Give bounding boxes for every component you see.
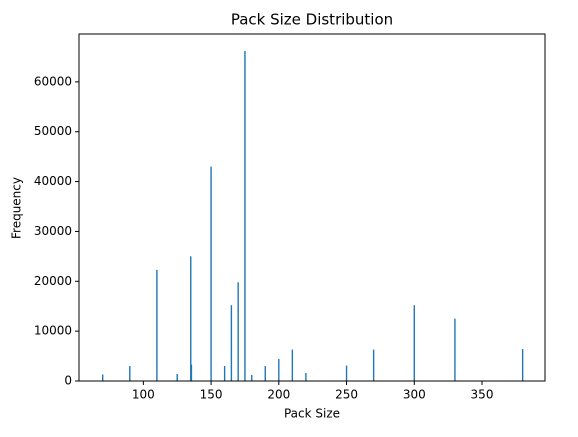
bar: [129, 366, 131, 381]
bar: [210, 166, 212, 381]
bar: [223, 366, 226, 381]
y-tick-label: 40000: [34, 174, 72, 188]
x-tick-label: 100: [132, 388, 155, 402]
x-tick-label: 150: [200, 388, 223, 402]
bar: [454, 318, 456, 381]
bar: [190, 364, 193, 381]
bar: [264, 366, 266, 381]
bar: [230, 305, 233, 381]
x-tick-label: 350: [471, 388, 494, 402]
x-tick-label: 250: [335, 388, 358, 402]
y-tick-label: 0: [64, 374, 72, 388]
bar: [102, 374, 104, 381]
x-tick-label: 300: [403, 388, 426, 402]
bar: [521, 349, 524, 381]
bar: [413, 305, 415, 381]
bar: [237, 282, 239, 381]
x-axis-label: Pack Size: [284, 407, 340, 421]
y-tick-label: 20000: [34, 274, 72, 288]
bar: [244, 50, 246, 382]
bar: [372, 349, 375, 381]
y-tick-label: 30000: [34, 224, 72, 238]
bar: [291, 349, 294, 381]
plot-frame: [78, 33, 546, 382]
bar: [190, 256, 192, 381]
bar: [305, 373, 307, 381]
bar: [176, 374, 178, 381]
bar: [345, 365, 348, 381]
bar: [156, 269, 158, 381]
x-tick-label: 200: [267, 388, 290, 402]
y-axis-label: Frequency: [10, 177, 24, 239]
y-tick-label: 50000: [34, 124, 72, 138]
y-tick-label: 10000: [34, 324, 72, 338]
y-tick-label: 60000: [34, 74, 72, 88]
chart-title: Pack Size Distribution: [231, 11, 393, 29]
bar: [251, 375, 253, 381]
bar: [278, 359, 280, 381]
